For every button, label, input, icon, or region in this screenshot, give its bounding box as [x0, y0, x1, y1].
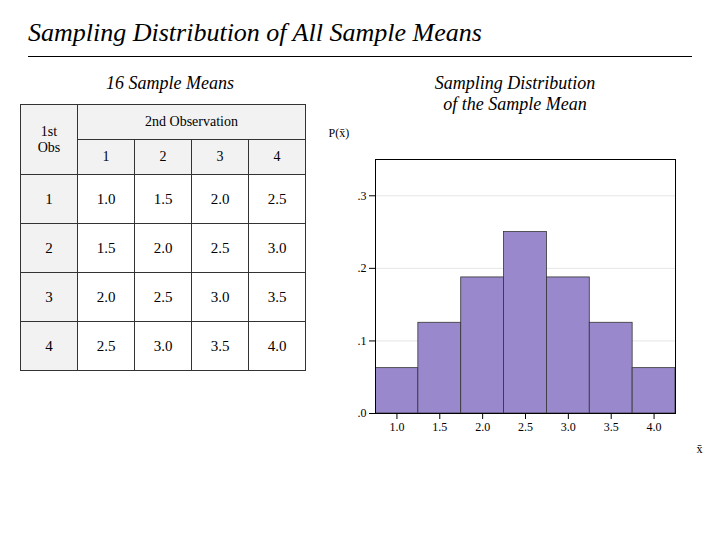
- html-text:4: 4: [45, 337, 53, 354]
- svg-text:.2: .2: [358, 261, 367, 275]
- html-text:3.0: 3.0: [210, 288, 230, 305]
- svg-text:4.0: 4.0: [647, 420, 662, 434]
- html-text:2.0: 2.0: [210, 190, 230, 207]
- html-text:3.0: 3.0: [267, 239, 287, 256]
- html-text:3.5: 3.5: [210, 337, 230, 354]
- html-text:2nd Observation: 2nd Observation: [145, 114, 238, 129]
- html-text:1.5: 1.5: [96, 239, 116, 256]
- html-text:3: 3: [216, 149, 224, 164]
- svg-text:3.0: 3.0: [561, 420, 576, 434]
- svg-text:P(x̄): P(x̄): [329, 126, 350, 140]
- html-text:2.0: 2.0: [96, 288, 116, 305]
- html-text:1st Obs: 1st Obs: [37, 123, 61, 155]
- svg-text:.3: .3: [358, 189, 367, 203]
- html-text:3: 3: [45, 288, 53, 305]
- html-text:3.5: 3.5: [267, 288, 287, 305]
- html-text:2.5: 2.5: [96, 337, 116, 354]
- html-text:of the Sample Mean: of the Sample Mean: [443, 94, 587, 114]
- html-text:1.0: 1.0: [96, 190, 116, 207]
- html-text:16 Sample Means: 16 Sample Means: [106, 73, 234, 93]
- svg-text:1.0: 1.0: [389, 420, 404, 434]
- svg-text:x̄: x̄: [697, 442, 703, 456]
- html-text:1.5: 1.5: [153, 190, 173, 207]
- html-text:1: 1: [102, 149, 110, 164]
- svg-text:.1: .1: [358, 334, 367, 348]
- html-text:2: 2: [159, 149, 167, 164]
- svg-text:3.5: 3.5: [604, 420, 619, 434]
- svg-text:2.5: 2.5: [518, 420, 533, 434]
- html-text:2: 2: [45, 239, 53, 256]
- html-text:3.0: 3.0: [153, 337, 173, 354]
- svg-text:.0: .0: [358, 406, 367, 420]
- html-text:4.0: 4.0: [267, 337, 287, 354]
- svg-text:1.5: 1.5: [432, 420, 447, 434]
- html-text:2.5: 2.5: [153, 288, 173, 305]
- html-text:1: 1: [45, 190, 53, 207]
- html-text:Sampling Distribution of All S: Sampling Distribution of All Sample Mean…: [28, 18, 482, 47]
- html-text:4: 4: [273, 149, 281, 164]
- svg-text:2.0: 2.0: [475, 420, 490, 434]
- html-text:Sampling Distribution: Sampling Distribution: [434, 73, 596, 93]
- html-text:2.0: 2.0: [153, 239, 173, 256]
- html-text:2.5: 2.5: [210, 239, 230, 256]
- html-text:2.5: 2.5: [267, 190, 287, 207]
